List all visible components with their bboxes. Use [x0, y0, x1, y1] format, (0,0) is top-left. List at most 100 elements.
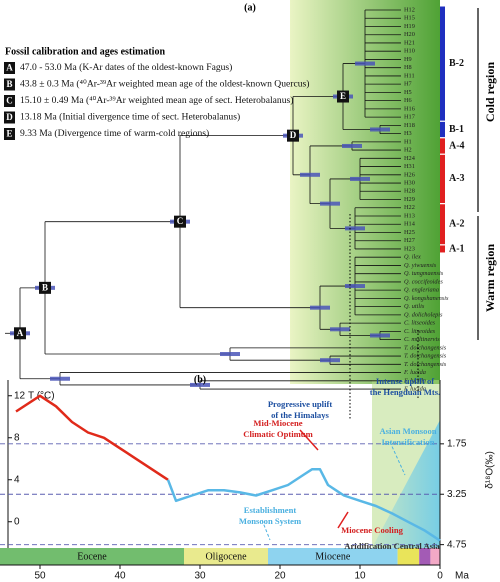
region-label: Cold region	[483, 62, 497, 122]
tip-label: H27	[404, 237, 415, 244]
node-bar	[300, 172, 320, 177]
panel-label: (b)	[194, 374, 206, 385]
node-letter: B	[42, 282, 48, 292]
y-tick-label: 4	[14, 474, 20, 485]
x-tick-label: 30	[194, 571, 206, 582]
tip-label: H10	[404, 48, 415, 55]
clade-bar	[440, 121, 445, 138]
node-letter: B	[6, 79, 12, 89]
clade-bar	[440, 138, 445, 154]
epoch-label: Oligocene	[205, 551, 247, 562]
clade-label: A-2	[449, 219, 465, 230]
node-bar	[320, 358, 340, 363]
node-bar	[355, 61, 375, 66]
clade-bar	[440, 6, 445, 121]
x-tick-label: 20	[274, 571, 286, 582]
tip-label: H28	[404, 188, 415, 195]
arrow	[389, 441, 406, 476]
calibration-text: 9.33 Ma (Divergence time of warm-cold re…	[20, 128, 209, 139]
tip-label: H23	[404, 245, 415, 252]
annotation: Monsoon System	[239, 516, 302, 526]
annotation: of the Himalays	[271, 410, 329, 420]
tip-label: H22	[404, 204, 415, 211]
node-bar	[345, 284, 365, 289]
annotation: Intensification	[382, 437, 435, 447]
tip-label: H13	[404, 212, 415, 219]
epoch-label: Miocene	[315, 551, 351, 562]
tip-label: T. doichangensis	[404, 353, 447, 360]
node-letter: E	[340, 91, 346, 101]
epoch-bar	[0, 548, 184, 565]
node-letter: A	[17, 328, 24, 338]
tip-label: T. doichangensis	[404, 361, 447, 368]
node-bar	[220, 352, 240, 357]
node-box	[337, 90, 349, 103]
tip-label: H2	[404, 147, 412, 154]
node-letter: D	[6, 112, 13, 122]
tip-label: H1	[404, 138, 412, 145]
tip-label: H25	[404, 229, 415, 236]
tip-label: H8	[404, 64, 412, 71]
tip-label: H6	[404, 97, 412, 104]
x-tick-label: 50	[34, 571, 46, 582]
clade-label: A-4	[449, 140, 465, 151]
tip-label: Q. utilis	[404, 303, 425, 310]
tip-label: Q. ilex	[404, 254, 421, 261]
y2-tick-label: 1.75	[447, 438, 467, 449]
x-tick-label: 40	[114, 571, 126, 582]
tip-label: F. lucida	[403, 369, 426, 376]
tip-label: H19	[404, 23, 415, 30]
node-box	[4, 111, 15, 124]
tip-label: Q. yiwuensis	[404, 262, 437, 269]
region-label: Warm region	[483, 244, 497, 312]
node-box	[287, 129, 299, 142]
epoch-label: Eocene	[77, 551, 107, 562]
arrow	[261, 519, 271, 541]
annotation: Progressive uplift	[268, 399, 333, 409]
node-bar	[350, 176, 370, 181]
tree: EDCBAH12H15H19H20H21H10H9H8H11H7H5H6H16H…	[5, 6, 465, 392]
tip-label: H15	[404, 15, 415, 22]
node-box	[4, 78, 15, 91]
node-bar	[320, 201, 340, 206]
annotation: Climatic Optimum	[243, 429, 313, 439]
tip-label: H17	[404, 114, 415, 121]
annotation: Miocene Cooling	[341, 525, 404, 535]
clade-label: B-2	[449, 58, 464, 69]
calibration-text: 43.8 ± 0.3 Ma (⁴⁰Ar-³⁹Ar weighted mean a…	[20, 79, 309, 90]
node-bar	[310, 305, 330, 310]
y2-tick-label: 4.75	[447, 539, 467, 550]
node-bar	[330, 327, 350, 332]
data-line	[15, 394, 169, 481]
clade-bar	[440, 245, 445, 253]
clade-label: B-1	[449, 124, 464, 135]
tip-label: Q. tungmaensis	[404, 270, 444, 277]
epoch-bar	[419, 548, 431, 565]
node-bar	[190, 382, 210, 387]
monsoon-wedge	[372, 420, 440, 548]
annotation: Asian Monsoon	[379, 426, 436, 436]
annotation: the Hengduan Mts.	[370, 387, 440, 397]
clade-bar	[440, 154, 445, 204]
node-letter: E	[6, 129, 12, 139]
tip-label: C. multinervis	[404, 336, 440, 343]
node-box	[4, 62, 15, 74]
node-box	[174, 215, 186, 228]
epoch-bar	[397, 548, 420, 565]
x-tick-label: 10	[354, 571, 366, 582]
node-bar	[370, 127, 390, 132]
node-bar	[342, 143, 362, 148]
node-bar	[50, 376, 70, 381]
y2-axis-label: δ¹⁸O(‰)	[485, 451, 496, 489]
tip-label: Q. engleriana	[404, 287, 439, 294]
clade-label: A-1	[449, 243, 465, 254]
tip-label: H12	[404, 6, 415, 13]
node-letter: C	[177, 216, 184, 226]
tip-label: H18	[404, 122, 415, 129]
clade-label: A-3	[449, 173, 465, 184]
y2-tick-label: 3.25	[447, 489, 467, 500]
tip-label: H20	[404, 31, 415, 38]
epoch-bar	[268, 548, 398, 565]
